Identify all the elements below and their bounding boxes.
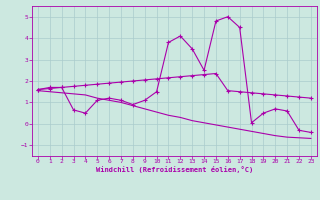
X-axis label: Windchill (Refroidissement éolien,°C): Windchill (Refroidissement éolien,°C) (96, 166, 253, 173)
